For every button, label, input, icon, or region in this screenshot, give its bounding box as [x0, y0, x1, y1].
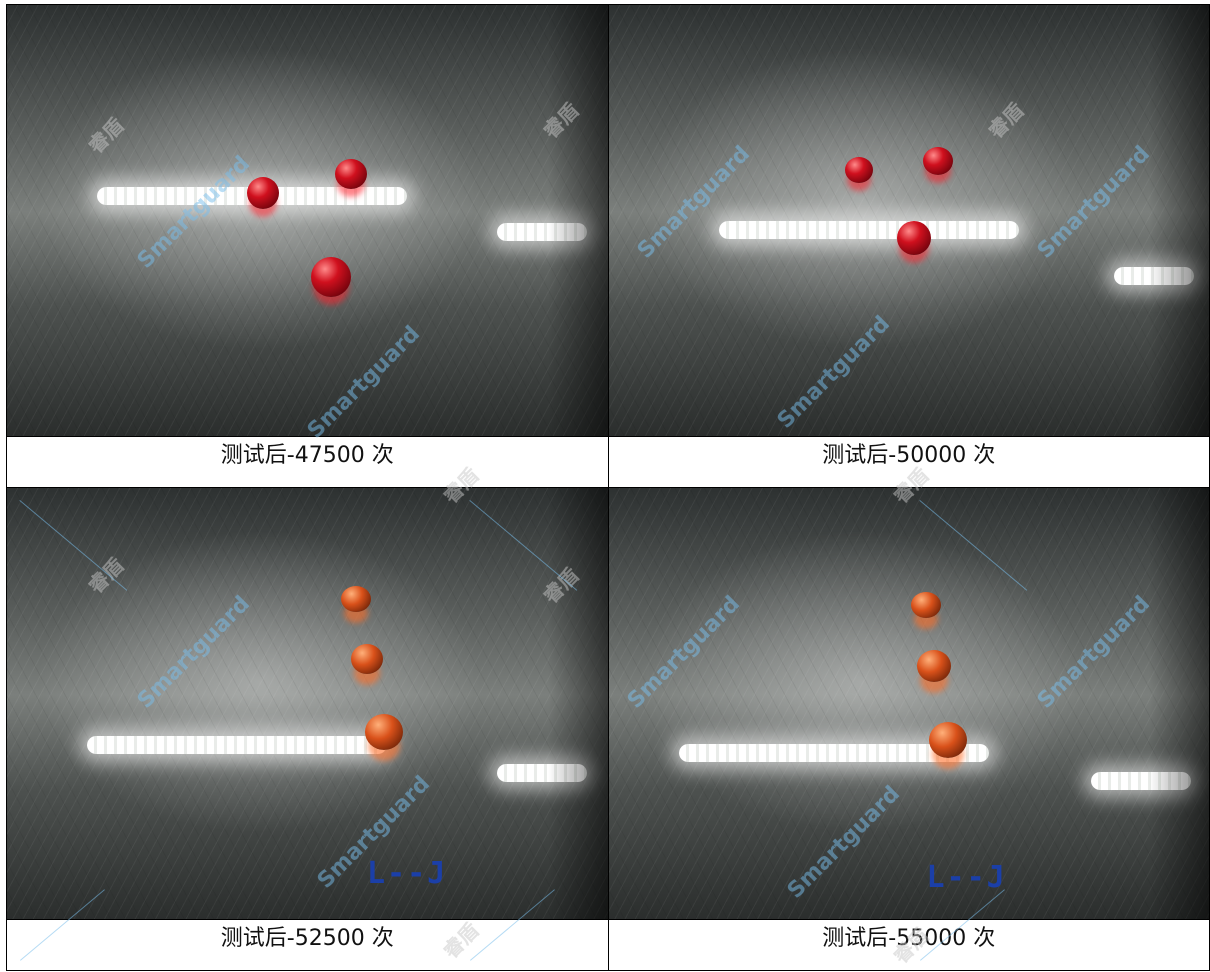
- photo-cell-3: L--J: [6, 487, 609, 920]
- caption-3: 测试后-52500 次: [6, 919, 609, 971]
- water-drop: [896, 221, 931, 255]
- water-drop: [928, 722, 967, 758]
- test-photo-52500: L--J: [7, 488, 608, 919]
- light-reflection: [718, 221, 1019, 239]
- water-drop: [351, 644, 383, 674]
- water-drop: [341, 586, 371, 612]
- water-drop: [922, 147, 953, 175]
- water-drop: [365, 714, 403, 750]
- water-drop: [247, 177, 279, 209]
- water-drop: [910, 592, 941, 618]
- marker-annotation: L--J: [367, 856, 448, 891]
- light-reflection: [497, 223, 587, 241]
- caption-2: 测试后-50000 次: [607, 436, 1210, 488]
- marker-annotation: L--J: [926, 860, 1007, 895]
- caption-4: 测试后-55000 次: [607, 919, 1210, 971]
- light-reflection: [87, 736, 387, 754]
- water-drop: [335, 159, 367, 189]
- water-drop: [916, 650, 951, 682]
- photo-cell-2: [607, 4, 1210, 437]
- photo-cell-1: [6, 4, 609, 437]
- light-reflection: [1090, 772, 1191, 790]
- test-photo-47500: [7, 5, 608, 436]
- photo-grid: 测试后-47500 次 测试后-50000 次 L--J L--J: [6, 4, 1210, 971]
- light-reflection: [497, 764, 587, 782]
- photo-cell-4: L--J: [607, 487, 1210, 920]
- light-reflection: [1113, 267, 1194, 285]
- water-drop: [844, 157, 873, 183]
- caption-1: 测试后-47500 次: [6, 436, 609, 488]
- test-photo-55000: L--J: [608, 488, 1209, 919]
- test-photo-50000: [608, 5, 1209, 436]
- light-reflection: [678, 744, 989, 762]
- water-drop: [311, 257, 351, 297]
